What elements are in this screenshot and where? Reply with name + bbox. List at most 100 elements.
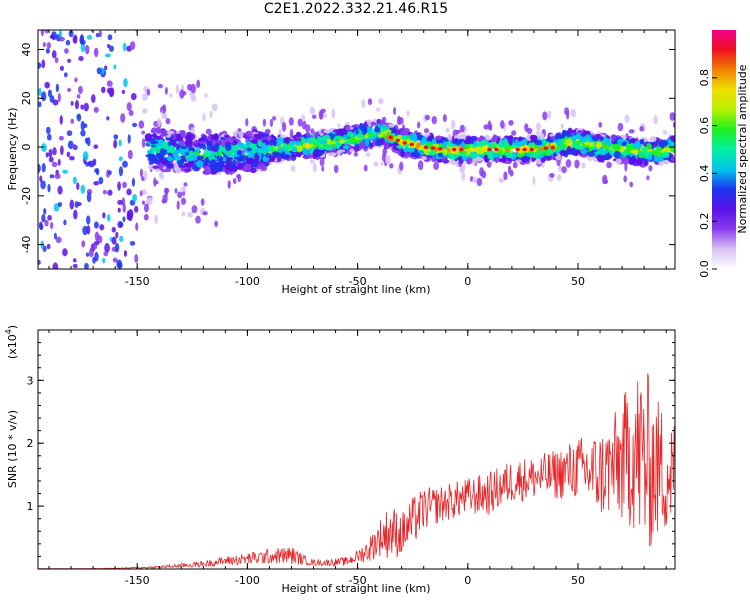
spectrogram-cell: [104, 243, 110, 253]
spectrogram-cell: [143, 203, 149, 213]
spectrogram-cell: [361, 136, 366, 141]
spectrogram-cell: [380, 161, 384, 167]
spectrogram-cell: [157, 118, 162, 127]
spectrogram-cell: [616, 144, 622, 148]
spectrogram-cell: [189, 133, 196, 140]
spectrogram-cell: [83, 102, 89, 112]
spectrogram-cell: [285, 136, 290, 145]
spectrogram-cell: [497, 149, 503, 156]
spectrogram-cell: [297, 118, 303, 127]
spectrogram-cell: [388, 123, 395, 128]
spectrogram-cell: [53, 232, 57, 240]
spectrogram-cell: [99, 224, 105, 231]
spectrogram-cell: [95, 168, 100, 176]
spectrogram-cell: [205, 128, 212, 135]
spectrogram-cell: [187, 83, 192, 91]
spectrogram-peak: [451, 147, 457, 152]
spectrogram-cell: [441, 155, 446, 162]
spectrogram-cell: [412, 151, 420, 157]
spectrogram-cell: [596, 154, 603, 163]
spectrogram-cell: [442, 114, 447, 123]
spectrogram-cell: [90, 94, 96, 104]
spectrogram-cell: [180, 197, 187, 206]
spectrogram-cell: [475, 157, 483, 162]
spectrogram-cell: [246, 147, 252, 152]
spectrogram-cell: [143, 170, 148, 181]
spectrogram-cell: [628, 129, 635, 134]
spectrogram-cell: [486, 161, 492, 168]
snr-x-tick-label: -50: [349, 574, 367, 587]
spectrogram-cell: [662, 130, 668, 135]
spectrogram-cell: [41, 59, 46, 69]
spectrogram-cell: [361, 99, 366, 109]
spectrogram-cell: [555, 155, 562, 161]
spectrogram-cell: [202, 211, 208, 216]
spectrogram-cell: [253, 148, 260, 152]
spectrogram-cell: [148, 160, 154, 165]
spectrogram-cell: [58, 30, 62, 39]
spectrogram-cell: [111, 236, 117, 245]
spectrogram-cell: [349, 148, 355, 153]
spectrogram-cell: [494, 157, 500, 164]
spectrogram-cell: [653, 155, 661, 162]
spectrogram-cell: [384, 155, 391, 165]
spectrogram-cell: [428, 151, 434, 156]
spectrogram-cell: [126, 188, 132, 196]
spectrogram-cell: [214, 142, 220, 151]
spectrogram-cell: [202, 113, 206, 122]
spectrogram-cell: [108, 45, 115, 52]
spectrogram-peak: [423, 145, 429, 150]
spectrogram-cell: [120, 113, 126, 123]
spectrogram-cell: [44, 219, 49, 227]
spectrogram-cell: [380, 137, 385, 146]
spectrogram-cell: [507, 135, 514, 140]
spectrogram-cell: [233, 156, 242, 160]
spectrogram-cell: [232, 178, 237, 185]
spectrogram-cell: [305, 131, 311, 136]
spectrogram-cell: [92, 256, 96, 264]
spectrogram-cell: [498, 139, 504, 146]
spectrogram-cell: [74, 99, 80, 110]
spectrogram-cell: [512, 161, 518, 169]
spectrogram-y-tick-label: 20: [20, 91, 33, 105]
spectrogram-cell: [191, 205, 198, 214]
colorbar-tick-label: 0.2: [698, 212, 711, 230]
spectrogram-cell: [141, 138, 146, 148]
spectrogram-cell: [115, 231, 119, 239]
spectrogram-cell: [396, 115, 401, 126]
spectrogram-cell: [202, 144, 207, 150]
spectrogram-cell: [212, 165, 221, 173]
spectrogram-cell: [353, 151, 359, 157]
spectrogram-cell: [316, 136, 323, 142]
spectrogram-cell: [574, 159, 580, 169]
spectrogram-cell: [115, 242, 120, 253]
spectrogram-cell: [433, 161, 440, 171]
spectrogram-cell: [534, 140, 543, 146]
spectrogram-cell: [132, 122, 138, 128]
spectrogram-peak: [430, 146, 436, 150]
snr-x-tick-label: 50: [571, 574, 585, 587]
spectrogram-cell: [406, 110, 410, 117]
spectrogram-cell: [328, 152, 337, 157]
spectrogram-cell: [463, 139, 472, 145]
colorbar-tick-label: 0.8: [698, 69, 711, 87]
spectrogram-cell: [477, 145, 482, 154]
spectrogram-cell: [398, 139, 404, 147]
colorbar-ramp: [712, 30, 736, 269]
spectrogram-cell: [45, 48, 50, 54]
spectrogram-cell: [129, 240, 136, 246]
spectrogram-heatmap: [38, 30, 675, 269]
snr-ticks: -150 -100 -50 0 50 1 2 3: [27, 330, 675, 587]
spectrogram-cell: [506, 151, 512, 159]
spectrogram-cell: [163, 113, 168, 119]
spectrogram-cell: [184, 139, 193, 148]
spectrogram-cell: [313, 141, 318, 150]
spectrogram-cell: [100, 86, 106, 94]
spectrogram-cell: [450, 153, 458, 160]
snr-y-multiplier-close: ): [6, 325, 19, 329]
spectrogram-cell: [367, 98, 373, 106]
spectrogram-cell: [295, 131, 302, 138]
spectrogram-cell: [164, 86, 168, 95]
spectrogram-cell: [141, 200, 146, 205]
spectrogram-cell: [106, 116, 110, 121]
